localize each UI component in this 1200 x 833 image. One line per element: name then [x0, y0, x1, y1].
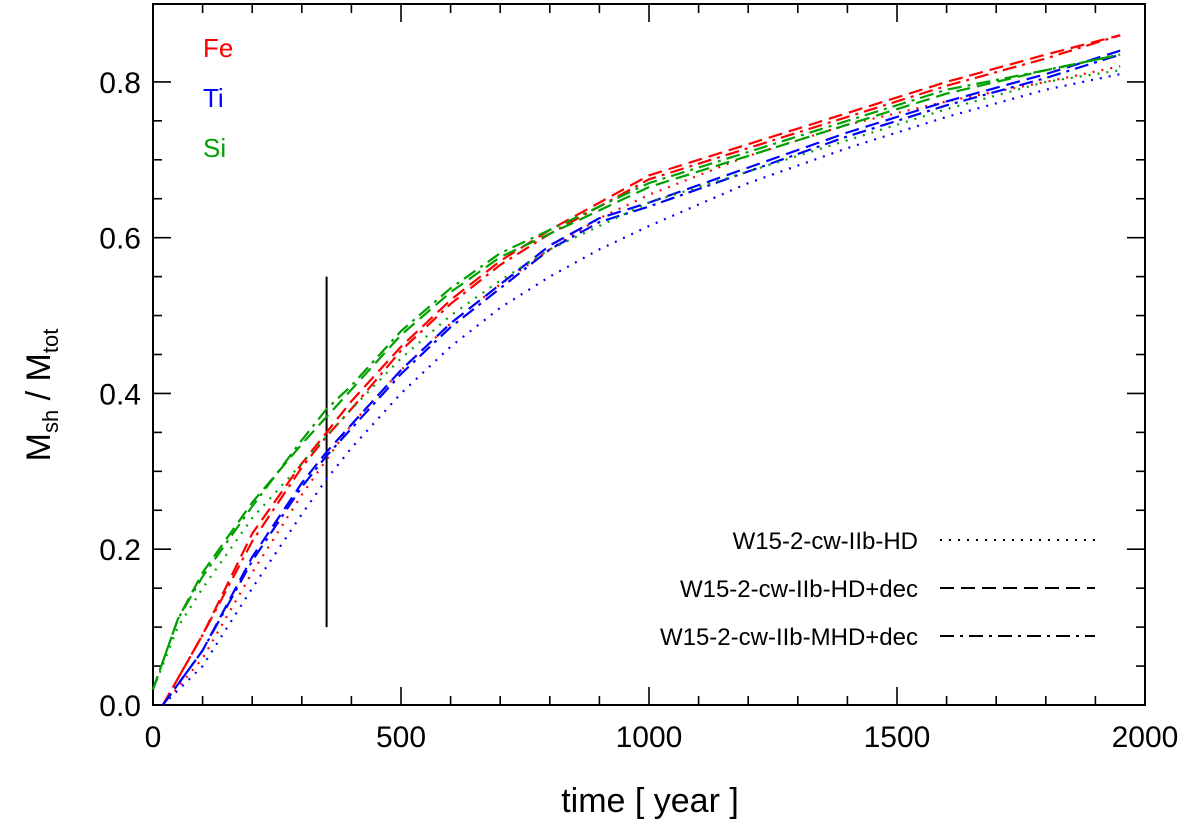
series-line-ti-dotted	[162, 73, 1121, 706]
x-tick-label: 1000	[616, 721, 683, 754]
y-tick-label: 0.6	[99, 223, 141, 256]
y-tick-label: 0.8	[99, 67, 141, 100]
plot-frame	[152, 3, 1146, 706]
legend-model-label: W15-2-cw-IIb-HD+dec	[680, 576, 918, 603]
y-tick-label: 0.2	[99, 534, 141, 567]
legend-element-si: Si	[203, 133, 226, 163]
x-tick-label: 1500	[864, 721, 931, 754]
y-axis-label-sub2: tot	[38, 329, 63, 353]
plot-layer: 0 500 1000 1500 2000 0.0 0.2 0.4 0.6 0.8 Fe Ti Si W15…	[99, 3, 1179, 754]
y-axis-label-main: M	[20, 433, 58, 461]
x-tick-label: 500	[376, 721, 426, 754]
y-axis-label-sub1: sh	[38, 410, 63, 433]
series-line-si-dashed	[151, 53, 1121, 690]
legend-element-ti: Ti	[203, 83, 224, 113]
y-tick-label: 0.0	[99, 690, 141, 723]
x-tick-label: 2000	[1112, 721, 1179, 754]
x-axis-label: time [ year ]	[561, 782, 739, 820]
series-line-ti-dashed	[162, 49, 1121, 706]
series-line-fe-dotted	[162, 65, 1121, 706]
series-line-si-dotted	[151, 69, 1121, 690]
legend-element-fe: Fe	[203, 33, 233, 63]
legend-model-label: W15-2-cw-IIb-HD	[733, 528, 918, 555]
svg-text:Msh / Mtot: Msh / Mtot	[20, 329, 63, 462]
series-line-ti-dashdot	[162, 53, 1121, 706]
x-tick-label: 0	[145, 721, 162, 754]
series-line-fe-dashdot	[161, 34, 1121, 706]
series-line-si-dashdot	[151, 53, 1121, 690]
y-axis-label: Msh / Mtot	[20, 329, 63, 462]
legend-model-label: W15-2-cw-IIb-MHD+dec	[660, 624, 918, 651]
y-axis-label-sep: / M	[20, 353, 58, 410]
y-tick-label: 0.4	[99, 378, 141, 411]
series-line-fe-dashed	[161, 34, 1121, 706]
